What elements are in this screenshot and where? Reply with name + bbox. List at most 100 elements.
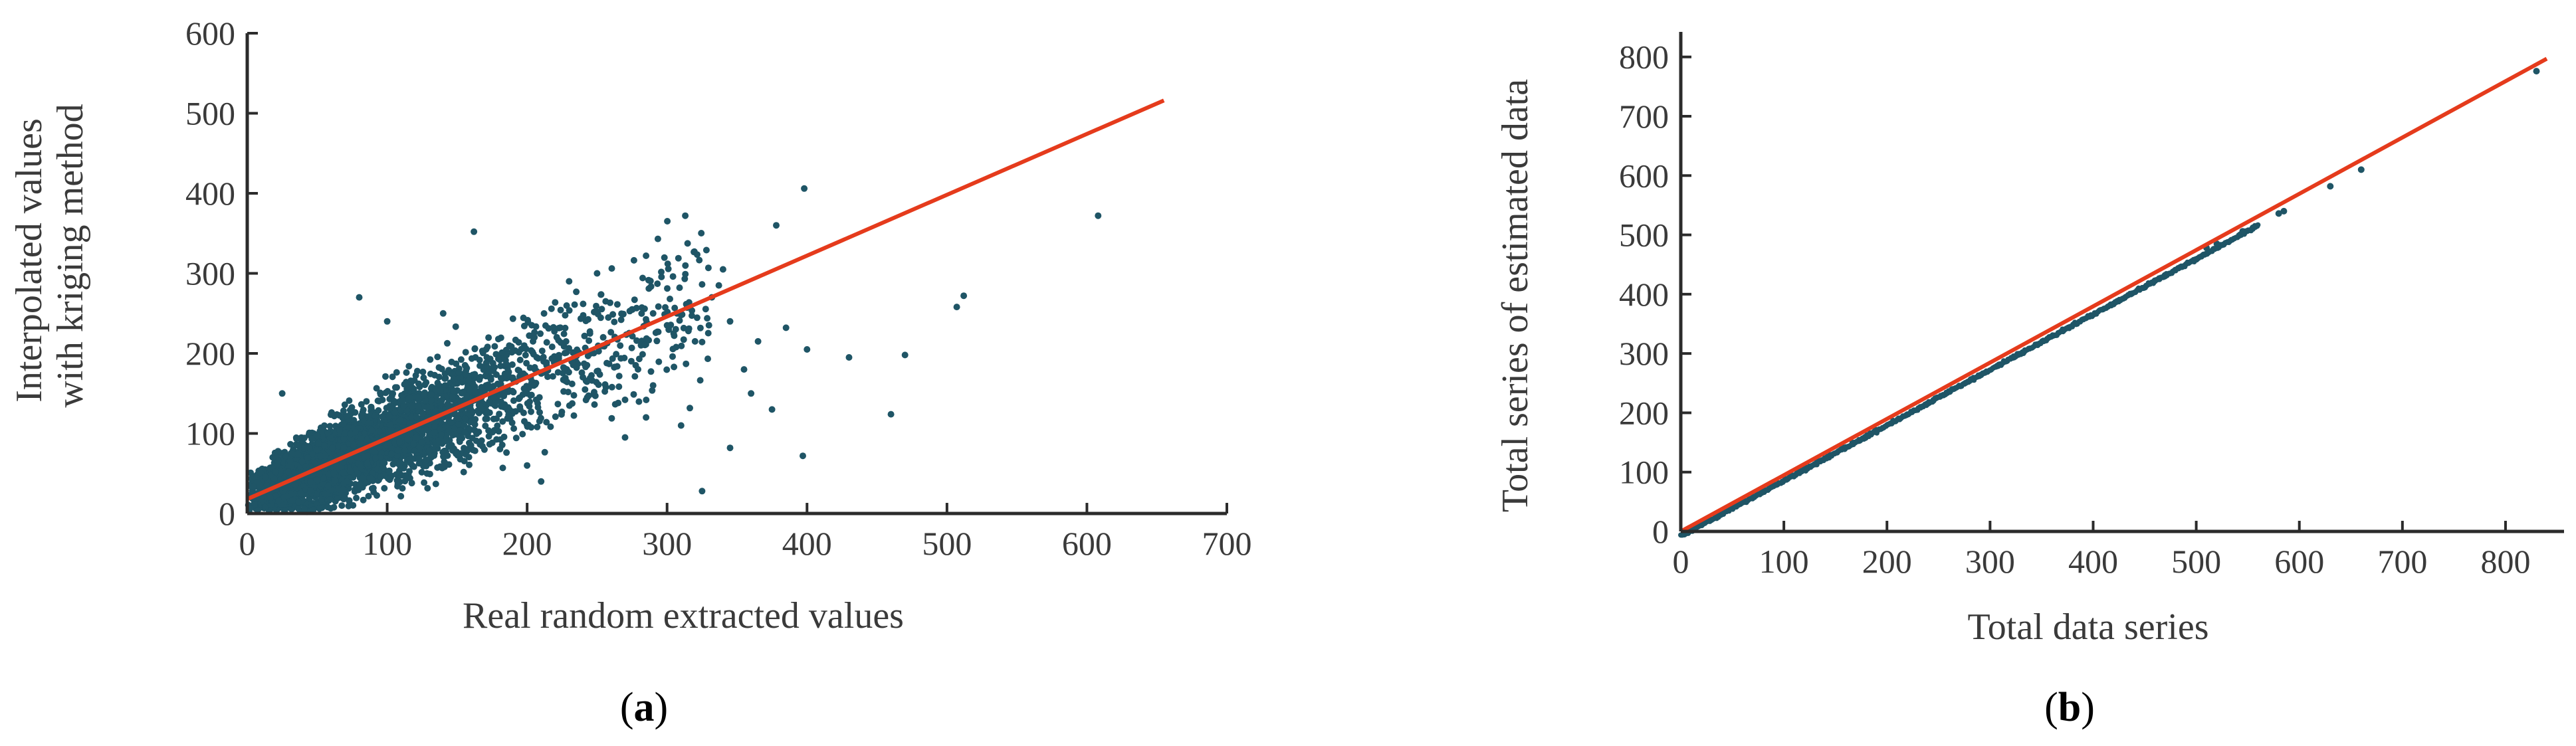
a-point — [629, 306, 635, 313]
a-point — [615, 383, 622, 390]
a-point — [340, 420, 346, 427]
a-point — [392, 384, 399, 391]
a-point — [533, 324, 540, 330]
a-point — [324, 504, 331, 510]
a-point — [397, 417, 403, 424]
a-point — [421, 381, 428, 388]
a-point — [316, 506, 323, 512]
a-point — [431, 452, 437, 459]
a-point — [409, 385, 416, 391]
a-point — [418, 439, 425, 446]
a-point — [387, 474, 394, 481]
a-point — [513, 434, 520, 441]
a-point — [537, 330, 544, 337]
a-y-tick-label: 600 — [185, 15, 235, 52]
a-point — [586, 393, 592, 399]
a-point — [479, 443, 486, 450]
a-point — [458, 356, 465, 363]
a-point — [562, 350, 568, 357]
a-point — [506, 342, 512, 349]
a-point — [530, 382, 537, 389]
a-point — [667, 296, 673, 302]
a-point — [400, 403, 407, 409]
a-point — [552, 413, 559, 420]
a-point — [485, 334, 492, 341]
a-x-tick-label: 200 — [502, 525, 552, 562]
a-point — [327, 496, 334, 503]
a-outlier-point — [769, 406, 776, 413]
a-point — [314, 477, 320, 484]
a-point — [641, 306, 648, 312]
a-point — [399, 397, 406, 404]
a-point — [647, 278, 654, 284]
a-point — [704, 315, 710, 322]
a-point — [356, 481, 363, 488]
a-point — [497, 436, 504, 443]
a-point — [272, 469, 279, 476]
a-point — [396, 460, 403, 467]
a-point — [669, 353, 676, 360]
a-point — [372, 454, 379, 461]
a-point — [435, 437, 442, 444]
a-point — [618, 310, 625, 317]
a-point — [600, 334, 607, 341]
a-point — [386, 468, 393, 474]
a-point — [479, 347, 486, 354]
a-point — [698, 339, 705, 345]
a-point — [522, 352, 529, 359]
a-point — [262, 474, 268, 480]
a-point — [409, 403, 415, 409]
a-point — [355, 487, 362, 494]
a-point — [683, 361, 689, 367]
a-point — [368, 404, 374, 411]
a-point — [329, 445, 336, 452]
a-outlier-point — [783, 324, 790, 331]
a-point — [346, 397, 352, 404]
a-point — [648, 368, 655, 375]
a-y-axis-title: Interpolated values with kriging method — [9, 104, 91, 407]
a-point — [466, 462, 473, 468]
a-point — [391, 399, 397, 406]
a-point — [399, 472, 405, 479]
a-point — [397, 493, 404, 500]
a-outlier-point — [720, 266, 726, 273]
a-point — [569, 400, 576, 407]
a-point — [427, 356, 433, 363]
a-outlier-point — [741, 366, 748, 373]
a-point — [389, 373, 396, 380]
a-outlier-point — [755, 338, 762, 345]
a-point — [445, 401, 451, 407]
a-point — [534, 400, 541, 407]
a-point — [602, 381, 609, 388]
a-point — [543, 359, 550, 366]
a-point — [491, 343, 498, 349]
a-point — [364, 452, 371, 459]
a-point — [443, 438, 449, 444]
a-point — [631, 373, 638, 380]
a-point — [617, 355, 624, 362]
a-point — [622, 397, 629, 403]
a-point — [451, 376, 457, 383]
a-point — [612, 401, 619, 408]
a-point — [548, 306, 555, 312]
a-outlier-point — [384, 318, 391, 325]
a-point — [671, 363, 677, 370]
a-point — [616, 373, 623, 379]
a-point — [562, 365, 568, 372]
a-point — [464, 448, 471, 454]
a-point — [614, 363, 621, 370]
a-point — [557, 324, 564, 331]
a-point — [591, 401, 598, 408]
a-point — [536, 394, 543, 401]
a-point — [364, 460, 371, 467]
a-point — [292, 482, 299, 488]
a-point — [517, 357, 524, 363]
a-point — [439, 397, 445, 403]
a-point — [664, 285, 671, 292]
a-point — [484, 415, 490, 422]
a-point — [510, 425, 517, 432]
a-point — [330, 470, 337, 476]
a-outlier-point — [622, 434, 629, 441]
a-outlier-point — [471, 229, 477, 235]
a-outlier-point — [524, 462, 530, 469]
